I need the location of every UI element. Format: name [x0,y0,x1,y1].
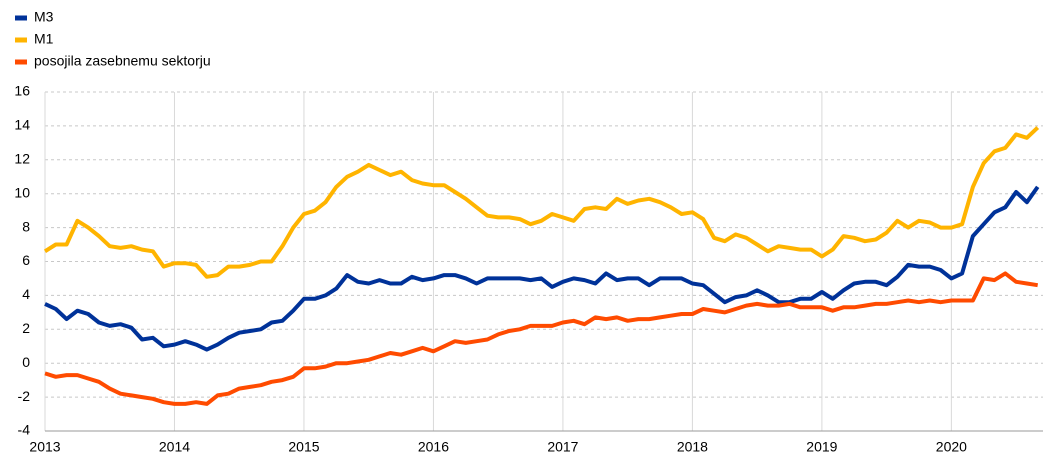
y-tick-label: -2 [18,388,31,404]
series-line [43,126,1040,279]
x-tick-label: 2019 [806,439,837,455]
y-tick-label: 4 [22,286,30,302]
x-tick-label: 2016 [418,439,449,455]
y-tick-label: -4 [18,422,31,438]
y-tick-label: 8 [22,218,30,234]
x-tick-label: 2017 [547,439,578,455]
series-line [44,271,1039,406]
y-tick-label: 16 [14,83,30,99]
legend-label: M3 [34,9,54,25]
x-tick-label: 2015 [288,439,319,455]
x-tick-label: 2020 [936,439,967,455]
y-tick-label: 10 [14,184,30,200]
series-line [44,185,1040,352]
legend-label: posojila zasebnemu sektorju [34,53,211,69]
y-tick-label: 6 [22,252,30,268]
legend-label: M1 [34,31,54,47]
x-tick-label: 2014 [159,439,190,455]
y-tick-label: 0 [22,354,30,370]
y-tick-label: 14 [14,117,30,133]
x-tick-label: 2018 [677,439,708,455]
y-tick-label: 12 [14,151,30,167]
x-tick-label: 2013 [29,439,60,455]
y-tick-label: 2 [22,320,30,336]
